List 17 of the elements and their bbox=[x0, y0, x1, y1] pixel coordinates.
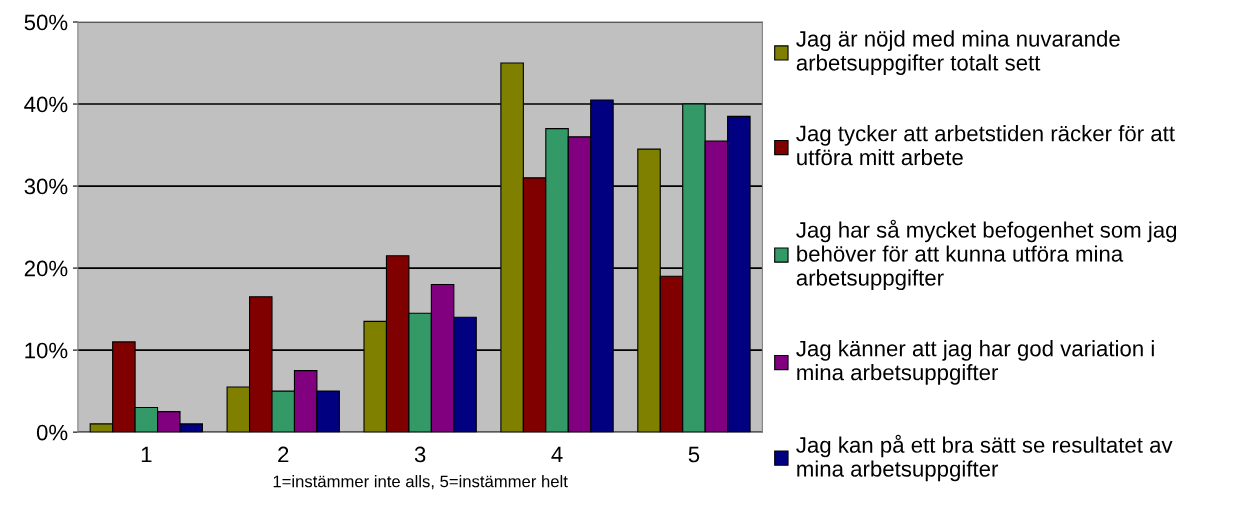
y-tick-label: 10% bbox=[25, 342, 68, 359]
legend-label: Jag kan på ett bra sätt se resultatet av mina arbetsuppgifter bbox=[796, 434, 1173, 482]
x-tick-label: 2 bbox=[278, 446, 289, 463]
legend-label: Jag känner att jag har god variation i mina arbetsuppgifter bbox=[796, 340, 1154, 385]
y-tick-label: 20% bbox=[24, 260, 68, 277]
legend-label: Jag har så mycket befogenhet som jag behöver för att kunna utföra mina arbetsuppgifter bbox=[796, 219, 1177, 291]
legend-label: Jag tycker att arbetstiden räcker för att utföra mitt arbete bbox=[796, 125, 1175, 166]
y-tick-label: 40% bbox=[24, 96, 68, 113]
legend-label: Jag är nöjd med mina nuvarande arbetsuppgifter totalt sett bbox=[796, 30, 1120, 76]
x-tick-label: 1 bbox=[141, 446, 152, 463]
y-tick-label: 50% bbox=[24, 14, 68, 31]
y-tick-label: 0% bbox=[36, 424, 68, 441]
x-axis-title: 1=instämmer inte alls, 5=instämmer helt bbox=[273, 475, 568, 490]
y-tick-label: 30% bbox=[24, 178, 68, 195]
x-tick-label: 4 bbox=[551, 446, 563, 463]
x-tick-label: 3 bbox=[414, 446, 426, 463]
x-tick-label: 5 bbox=[688, 446, 700, 463]
